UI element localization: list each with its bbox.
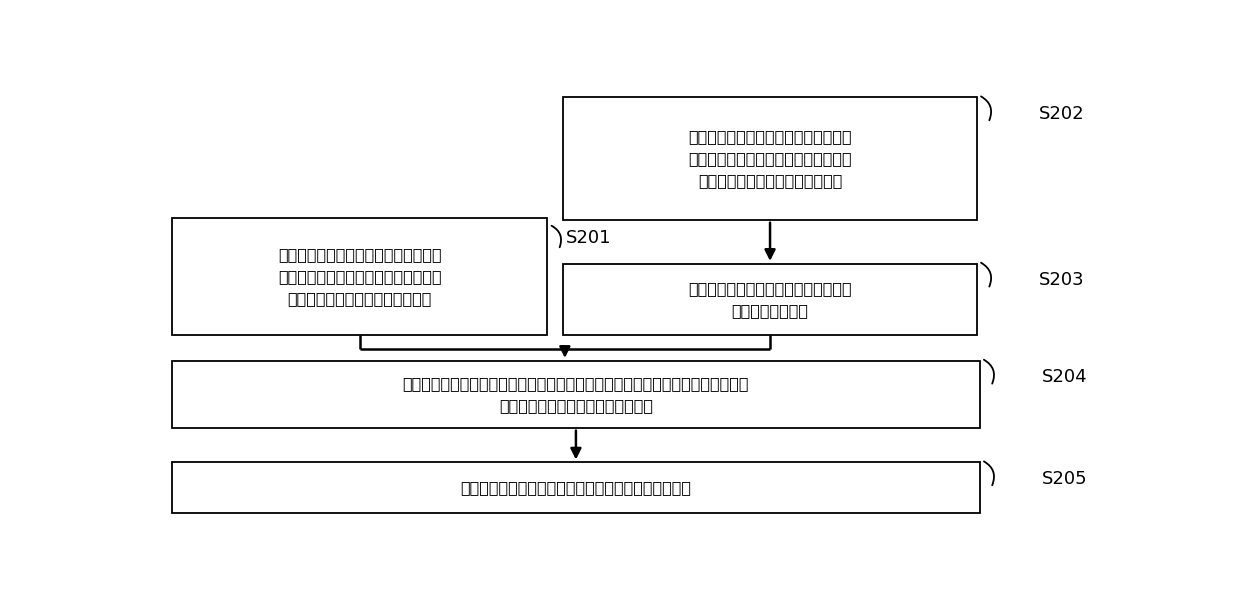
Text: 当终端启动重量测量功能时，终端指示
将待测物体放置在第一区域，第一区域
为当前显示界面中用于称重的区域: 当终端启动重量测量功能时，终端指示 将待测物体放置在第一区域，第一区域 为当前显…	[278, 247, 441, 306]
FancyBboxPatch shape	[172, 361, 980, 428]
FancyBboxPatch shape	[563, 97, 977, 220]
Text: S203: S203	[1039, 271, 1085, 289]
Text: 终端根据单位选择指令，确定出待测物
体对应的重量单位: 终端根据单位选择指令，确定出待测物 体对应的重量单位	[688, 281, 852, 318]
Text: S202: S202	[1039, 104, 1085, 122]
FancyBboxPatch shape	[563, 264, 977, 335]
Text: S205: S205	[1042, 470, 1087, 488]
Text: 终端在第二区域的单位选择模块，接收
单位选择指令，第二区域为当前显示界
面中除第一区域外的重量显示区域: 终端在第二区域的单位选择模块，接收 单位选择指令，第二区域为当前显示界 面中除第…	[688, 129, 852, 188]
Text: S201: S201	[567, 229, 611, 247]
Text: S204: S204	[1042, 368, 1087, 386]
FancyBboxPatch shape	[172, 463, 980, 513]
Text: 终端将待测物体的重量显示在第二区域的重量显示模块: 终端将待测物体的重量显示在第二区域的重量显示模块	[460, 480, 692, 496]
Text: 终端利用至少一个压力传感器及其压阻效应，基于重量单位检测待测物体的重量，
至少一个压力传感器设置在第一区域: 终端利用至少一个压力传感器及其压阻效应，基于重量单位检测待测物体的重量， 至少一…	[403, 376, 749, 413]
FancyBboxPatch shape	[172, 218, 547, 335]
